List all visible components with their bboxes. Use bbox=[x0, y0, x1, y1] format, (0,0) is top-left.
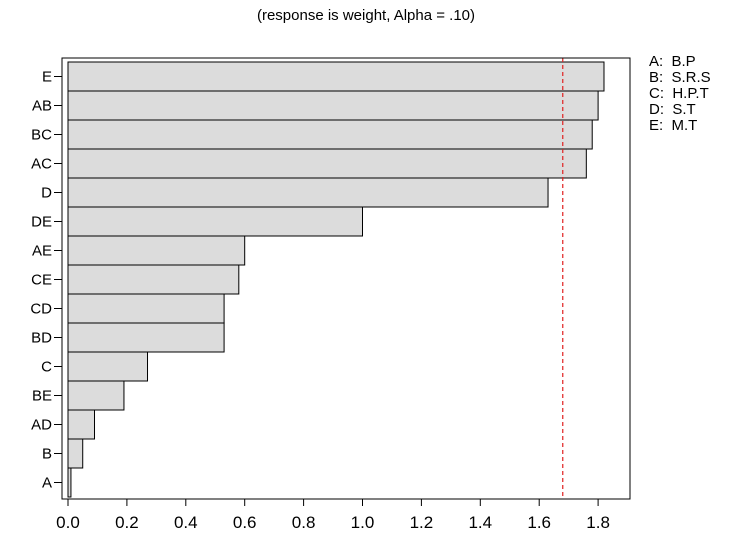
x-tick-label: 0.4 bbox=[174, 513, 198, 532]
x-tick-label: 1.6 bbox=[527, 513, 551, 532]
x-tick-label: 1.2 bbox=[410, 513, 434, 532]
bar-cd bbox=[67, 293, 225, 324]
chart-subtitle: (response is weight, Alpha = .10) bbox=[257, 7, 475, 24]
x-tick-label: 1.4 bbox=[468, 513, 492, 532]
bar-c bbox=[67, 351, 149, 382]
bar-ce bbox=[67, 264, 240, 295]
bar-de bbox=[67, 206, 363, 237]
y-label-be: BE bbox=[32, 388, 52, 405]
x-tick-label: 1.0 bbox=[351, 513, 375, 532]
legend-item: A: B.P bbox=[649, 53, 696, 70]
bar-bc bbox=[67, 119, 593, 150]
legend-item: B: S.R.S bbox=[649, 69, 711, 86]
bar-a bbox=[67, 467, 72, 498]
legend: A: B.PB: S.R.SC: H.P.TD: S.TE: M.T bbox=[649, 53, 711, 134]
bar-ad bbox=[67, 409, 96, 440]
legend-item: D: S.T bbox=[649, 101, 696, 118]
legend-item: C: H.P.T bbox=[649, 85, 709, 102]
bar-d bbox=[67, 177, 549, 208]
y-label-c: C bbox=[41, 359, 52, 376]
x-tick-label: 0.2 bbox=[115, 513, 139, 532]
bar-b bbox=[67, 438, 84, 469]
bars-group bbox=[67, 61, 605, 498]
bar-ab bbox=[67, 90, 599, 121]
x-tick-labels: 0.0 0.2 0.4 0.6 0.8 1.0 1.2 1.4 1.6 1.8 bbox=[56, 499, 610, 532]
y-label-de: DE bbox=[31, 214, 52, 231]
x-tick-label: 0.8 bbox=[292, 513, 316, 532]
y-label-ae: AE bbox=[32, 243, 52, 260]
x-tick-label: 0.0 bbox=[56, 513, 80, 532]
bar-ac bbox=[67, 148, 587, 179]
y-label-bc: BC bbox=[31, 127, 52, 144]
y-label-cd: CD bbox=[30, 301, 52, 318]
bar-bd bbox=[67, 322, 225, 353]
y-label-ac: AC bbox=[31, 156, 52, 173]
y-label-ad: AD bbox=[31, 417, 52, 434]
bar-ae bbox=[67, 235, 246, 266]
y-label-e: E bbox=[42, 69, 52, 86]
x-tick-label: 1.8 bbox=[586, 513, 610, 532]
y-label-bd: BD bbox=[31, 330, 52, 347]
legend-item: E: M.T bbox=[649, 117, 697, 134]
y-label-d: D bbox=[41, 185, 52, 202]
y-label-ce: CE bbox=[31, 272, 52, 289]
y-label-ab: AB bbox=[32, 98, 52, 115]
y-label-a: A bbox=[42, 475, 52, 492]
plot-frame bbox=[61, 57, 631, 500]
y-label-b: B bbox=[42, 446, 52, 463]
bar-e bbox=[67, 61, 605, 92]
y-tick-labels: E AB BC AC D DE AE CE CD BD C BE AD BA bbox=[30, 69, 62, 492]
x-tick-label: 0.6 bbox=[233, 513, 257, 532]
bar-be bbox=[67, 380, 125, 411]
